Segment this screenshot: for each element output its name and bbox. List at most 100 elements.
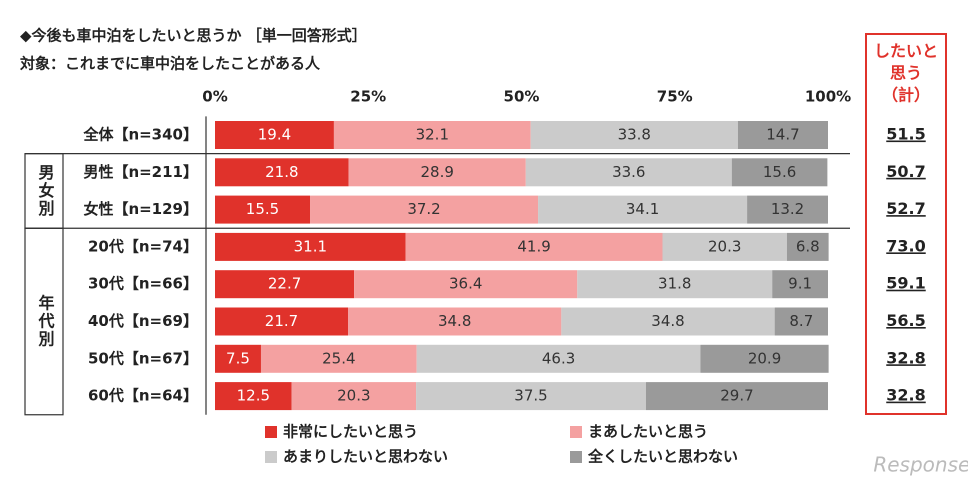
totals-box	[865, 33, 947, 415]
data-label: 37.5	[514, 387, 547, 405]
bar-segment	[348, 307, 562, 336]
data-label: 15.5	[246, 200, 279, 218]
legend-swatch	[570, 451, 582, 463]
total-value: 59.1	[886, 274, 925, 293]
data-label: 21.7	[265, 312, 298, 330]
data-label: 9.1	[788, 275, 812, 293]
data-label: 34.1	[626, 200, 659, 218]
legend-label: まあしたいと思う	[588, 423, 708, 441]
bar-segment	[747, 195, 828, 224]
x-tick-label: 50%	[504, 88, 540, 106]
x-tick-label: 0%	[202, 88, 227, 106]
bar-segment	[416, 344, 701, 373]
total-value: 56.5	[886, 311, 925, 330]
category-label: 30代【n=66】	[88, 275, 198, 293]
legend-label: 全くしたいと思わない	[587, 448, 738, 466]
data-label: 12.5	[237, 387, 270, 405]
legend-label: あまりしたいと思わない	[283, 448, 448, 466]
bar-segment	[530, 121, 738, 149]
category-label: 女性【n=129】	[83, 200, 198, 218]
data-label: 28.9	[421, 163, 454, 181]
category-label: 20代【n=74】	[88, 237, 198, 255]
bar-segment	[333, 121, 531, 149]
group-label: 男女別	[36, 164, 55, 218]
bar-segment	[215, 344, 261, 373]
data-label: 8.7	[789, 312, 813, 330]
data-label: 22.7	[268, 275, 301, 293]
data-label: 19.4	[258, 126, 291, 144]
category-label: 50代【n=67】	[88, 349, 198, 367]
data-label: 20.3	[337, 387, 370, 405]
group-label: 年代別	[36, 294, 56, 349]
chart-title: ◆今後も車中泊をしたいと思うか ［単一回答形式］	[20, 27, 367, 45]
data-label: 20.9	[748, 349, 781, 367]
data-label: 33.6	[612, 163, 645, 181]
total-value: 73.0	[886, 236, 925, 255]
category-label: 60代【n=64】	[88, 387, 198, 405]
bar-segment	[215, 307, 349, 336]
totals-header: したいと	[874, 42, 938, 61]
group-box	[24, 227, 64, 416]
category-label: 40代【n=69】	[88, 312, 198, 330]
legend-label: 非常にしたいと思う	[283, 423, 418, 441]
bar-segment	[405, 232, 663, 261]
data-label: 34.8	[438, 312, 471, 330]
totals-header: 思う	[890, 64, 922, 83]
total-value: 32.8	[886, 348, 925, 367]
bar-segment	[538, 195, 748, 224]
data-label: 36.4	[449, 275, 482, 293]
bar-segment	[731, 158, 828, 187]
bar-segment	[215, 270, 355, 299]
bar-segment	[662, 232, 787, 261]
data-label: 21.8	[265, 163, 298, 181]
data-label: 31.1	[294, 237, 327, 255]
bar-segment	[215, 232, 406, 261]
bar-segment	[700, 344, 829, 373]
total-value: 50.7	[886, 162, 925, 181]
bar-segment	[772, 270, 828, 299]
data-label: 46.3	[542, 349, 575, 367]
x-tick-label: 25%	[350, 88, 386, 106]
legend-swatch	[265, 426, 277, 438]
bar-segment	[354, 270, 578, 299]
total-value: 32.8	[886, 386, 925, 405]
x-tick-label: 75%	[657, 88, 693, 106]
total-value: 52.7	[886, 199, 925, 218]
bar-segment	[215, 158, 349, 187]
bar-segment	[260, 344, 417, 373]
data-label: 29.7	[720, 387, 753, 405]
data-label: 25.4	[322, 349, 355, 367]
data-label: 32.1	[416, 126, 449, 144]
bar-segment	[774, 307, 828, 336]
bar-segment	[737, 121, 828, 149]
data-label: 31.8	[658, 275, 691, 293]
legend-swatch	[570, 426, 582, 438]
bar-segment	[577, 270, 773, 299]
total-value: 51.5	[886, 125, 925, 144]
bar-segment	[786, 232, 829, 261]
data-label: 15.6	[763, 163, 796, 181]
data-label: 6.8	[796, 237, 820, 255]
data-label: 20.3	[708, 237, 741, 255]
data-label: 33.8	[618, 126, 651, 144]
data-label: 37.2	[407, 200, 440, 218]
bar-segment	[215, 121, 334, 149]
totals-header: （計）	[882, 86, 930, 105]
x-tick-label: 100%	[805, 88, 851, 106]
data-label: 34.8	[651, 312, 684, 330]
bar-segment	[310, 195, 539, 224]
category-label: 男性【n=211】	[83, 163, 198, 181]
data-label: 14.7	[766, 126, 799, 144]
bar-segment	[645, 382, 828, 411]
legend-swatch	[265, 451, 277, 463]
category-label: 全体【n=340】	[82, 126, 198, 144]
bar-segment	[416, 382, 646, 411]
data-label: 13.2	[771, 200, 804, 218]
bar-segment	[525, 158, 732, 187]
bar-segment	[215, 382, 292, 411]
bar-segment	[291, 382, 417, 411]
bar-segment	[215, 195, 311, 224]
chart-subtitle: 対象：これまでに車中泊をしたことがある人	[19, 55, 321, 73]
data-label: 41.9	[517, 237, 550, 255]
